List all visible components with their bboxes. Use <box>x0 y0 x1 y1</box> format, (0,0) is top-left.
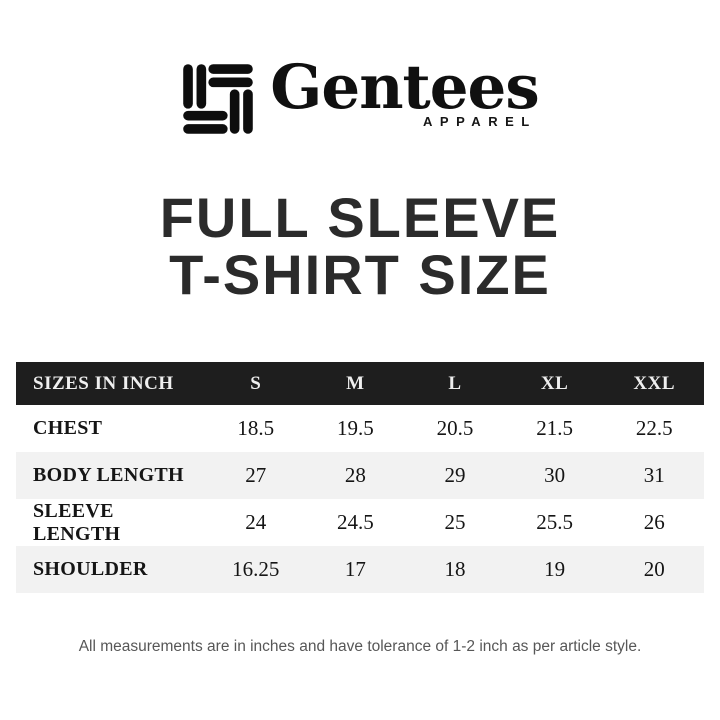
table-cell: 26 <box>643 510 665 534</box>
table-cell: 24 <box>245 510 267 534</box>
brand-text: Gentees APPAREL <box>270 52 539 129</box>
column-header: XXL <box>633 372 675 394</box>
page-title-line1: FULL SLEEVE <box>159 186 561 249</box>
table-cell: 25 <box>444 510 466 534</box>
table-row: SHOULDER 16.25 17 18 19 20 <box>16 546 704 593</box>
row-label: SHOULDER <box>33 558 148 580</box>
size-chart-table: SIZES IN INCH S M L XL XXL CHEST 18.5 19… <box>16 362 704 593</box>
pinwheel-bars-icon <box>181 62 255 136</box>
column-header: S <box>250 372 262 394</box>
column-header: SIZES IN INCH <box>33 372 174 394</box>
column-header: XL <box>540 372 569 394</box>
table-cell: 25.5 <box>536 510 573 534</box>
table-cell: 29 <box>444 463 466 487</box>
table-cell: 31 <box>643 463 665 487</box>
brand-logo: Gentees APPAREL <box>0 52 720 136</box>
table-cell: 17 <box>344 557 366 581</box>
table-cell: 19 <box>544 557 566 581</box>
column-header: M <box>346 372 365 394</box>
table-cell: 30 <box>544 463 566 487</box>
row-label: SLEEVE LENGTH <box>33 499 121 545</box>
table-cell: 18 <box>444 557 466 581</box>
row-label: CHEST <box>33 417 103 439</box>
row-label: BODY LENGTH <box>33 464 184 486</box>
table-row: CHEST 18.5 19.5 20.5 21.5 22.5 <box>16 405 704 452</box>
table-cell: 19.5 <box>337 416 374 440</box>
table-cell: 27 <box>245 463 267 487</box>
table-cell: 22.5 <box>635 416 673 440</box>
table-cell: 20 <box>643 557 665 581</box>
page-title: FULL SLEEVE T-SHIRT SIZE <box>0 186 720 306</box>
tolerance-footnote: All measurements are in inches and have … <box>78 638 642 655</box>
brand-name: Gentees <box>270 52 539 123</box>
table-row: BODY LENGTH 27 28 29 30 31 <box>16 452 704 499</box>
table-cell: 18.5 <box>237 416 275 440</box>
brand-subtitle: APPAREL <box>423 113 537 129</box>
table-cell: 28 <box>344 463 366 487</box>
table-cell: 24.5 <box>337 510 374 534</box>
table-cell: 20.5 <box>436 416 474 440</box>
table-cell: 21.5 <box>536 416 573 440</box>
table-header-row: SIZES IN INCH S M L XL XXL <box>16 362 704 405</box>
page-title-line2: T-SHIRT SIZE <box>169 242 551 306</box>
table-row: SLEEVE LENGTH 24 24.5 25 25.5 26 <box>16 499 704 546</box>
column-header: L <box>448 372 462 394</box>
table-cell: 16.25 <box>232 557 280 581</box>
